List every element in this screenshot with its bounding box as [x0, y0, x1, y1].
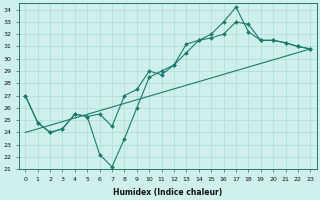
X-axis label: Humidex (Indice chaleur): Humidex (Indice chaleur): [113, 188, 222, 197]
